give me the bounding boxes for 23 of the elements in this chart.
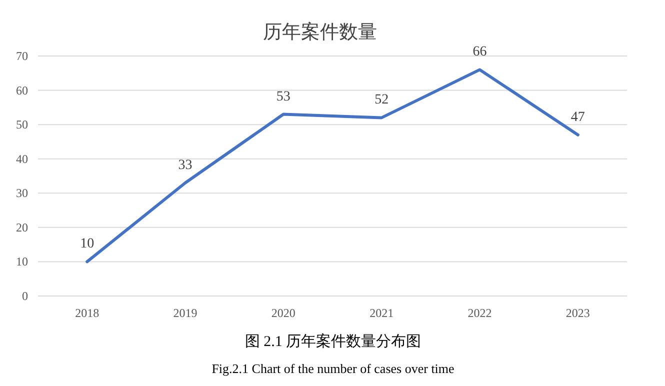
x-tick-label: 2020	[271, 306, 296, 320]
data-label: 47	[570, 110, 585, 125]
data-label: 52	[374, 92, 389, 108]
y-tick-label: 60	[16, 83, 28, 98]
y-tick-label: 40	[16, 152, 28, 166]
title: 历年案件数量	[263, 21, 377, 43]
x-tick-label: 2019	[173, 306, 198, 320]
y-tick-label: 50	[16, 118, 28, 132]
y-tick-label: 30	[16, 186, 28, 200]
data-label: 53	[276, 89, 290, 104]
data-label: 10	[80, 236, 94, 252]
y-tick-label: 70	[16, 49, 28, 63]
y-tick-label: 0	[22, 289, 28, 303]
x-tick-label: 2018	[75, 306, 100, 320]
x-tick-label: 2021	[370, 306, 394, 320]
caption: Fig.2.1 Chart of the number of cases over time	[212, 361, 455, 376]
data-label: 33	[178, 158, 192, 173]
y-tick-label: 10	[16, 254, 28, 269]
x-tick-label: 2023	[566, 306, 590, 320]
y-tick-label: 20	[16, 220, 28, 234]
data-label: 66	[472, 44, 487, 60]
x-tick-label: 2022	[468, 306, 492, 320]
caption: 图 2.1 历年案件数量分布图	[244, 333, 422, 350]
